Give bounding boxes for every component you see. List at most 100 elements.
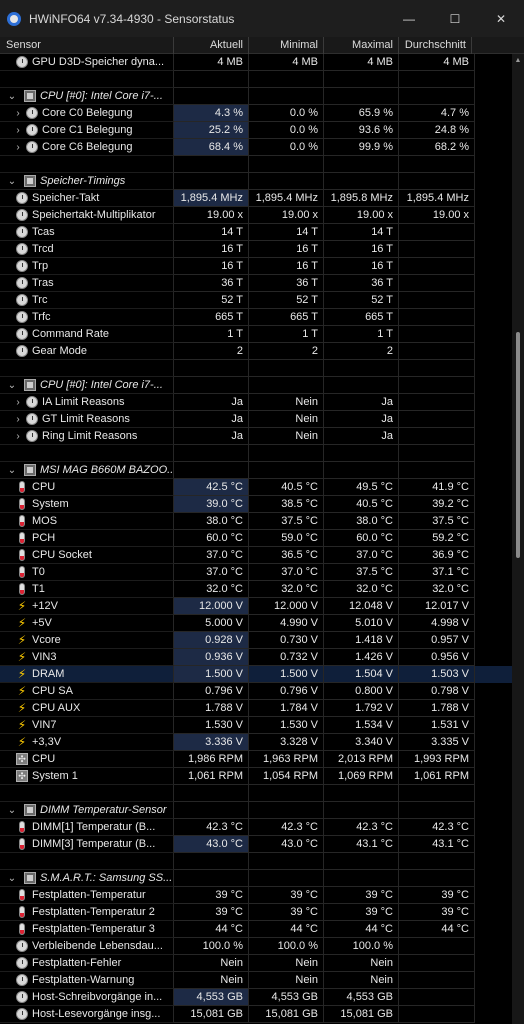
bolt-icon: ⚡ [17, 667, 27, 681]
sensor-row[interactable]: Speicher-Takt 1,895.4 MHz 1,895.4 MHz 1,895… [0, 190, 512, 207]
sensor-row[interactable]: ⚡ VIN7 1.530 V 1.530 V 1.534 V 1.531 V [0, 717, 512, 734]
sensor-row[interactable]: ⚡ Vcore 0.928 V 0.730 V 1.418 V 0.957 V [0, 632, 512, 649]
current-value: 0.796 V [174, 683, 249, 700]
sensor-label: Speicher-Takt [32, 192, 100, 204]
sensor-row[interactable]: DIMM[3] Temperatur (B... 43.0 °C 43.0 °C 43… [0, 836, 512, 853]
sensor-row[interactable]: Trc 52 T 52 T 52 T [0, 292, 512, 309]
scroll-thumb[interactable] [516, 332, 520, 558]
current-value: 665 T [174, 309, 249, 326]
sensor-row[interactable]: Tras 36 T 36 T 36 T [0, 275, 512, 292]
sensor-group-header[interactable]: ⌄ CPU [#0]: Intel Core i7-... [0, 377, 512, 394]
sensor-row[interactable]: MOS 38.0 °C 37.5 °C 38.0 °C 37.5 °C [0, 513, 512, 530]
sensor-row[interactable]: Host-Lesevorgänge insg... 15,081 GB 15,081… [0, 1006, 512, 1023]
current-value: 38.0 °C [174, 513, 249, 530]
column-header-maximum[interactable]: Maximal [324, 37, 399, 54]
minimum-value: 1.530 V [249, 717, 324, 734]
collapse-chevron-icon[interactable]: ⌄ [7, 872, 17, 884]
sensor-row[interactable]: › Ring Limit Reasons Ja Nein Ja [0, 428, 512, 445]
minimize-button[interactable]: — [403, 11, 415, 26]
sensor-row[interactable]: › Core C1 Belegung 25.2 % 0.0 % 93.6 % 24.8 % [0, 122, 512, 139]
current-value: 25.2 % [174, 122, 249, 139]
expand-chevron-icon[interactable]: › [16, 107, 20, 119]
sensor-row[interactable]: ⚡ +5V 5.000 V 4.990 V 5.010 V 4.998 V [0, 615, 512, 632]
sensor-row[interactable]: › IA Limit Reasons Ja Nein Ja [0, 394, 512, 411]
average-value: 42.3 °C [399, 819, 475, 836]
sensor-row[interactable]: Speichertakt-Multiplikator 19.00 x 19.00 x… [0, 207, 512, 224]
expand-chevron-icon[interactable]: › [16, 396, 20, 408]
sensor-row[interactable]: › Core C6 Belegung 68.4 % 0.0 % 99.9 % 68.2 % [0, 139, 512, 156]
sensor-group-header[interactable]: ⌄ CPU [#0]: Intel Core i7-... [0, 88, 512, 105]
sensor-row[interactable]: GPU D3D-Speicher dyna... 4 MB 4 MB 4 MB 4 MB [0, 54, 512, 71]
sensor-row[interactable]: ⚡ +3,3V 3.336 V 3.328 V 3.340 V 3.335 V [0, 734, 512, 751]
sensor-row[interactable]: ⚡ CPU AUX 1.788 V 1.784 V 1.792 V 1.788 V [0, 700, 512, 717]
sensor-row[interactable]: DIMM[1] Temperatur (B... 42.3 °C 42.3 °C 42… [0, 819, 512, 836]
thermometer-icon [19, 583, 25, 595]
sensor-row[interactable]: Festplatten-Warnung Nein Nein Nein [0, 972, 512, 989]
sensor-row[interactable]: Verbleibende Lebensdau... 100.0 % 100.0 % 1… [0, 938, 512, 955]
average-value: 43.1 °C [399, 836, 475, 853]
sensor-row[interactable]: Trp 16 T 16 T 16 T [0, 258, 512, 275]
sensor-row[interactable]: Trcd 16 T 16 T 16 T [0, 241, 512, 258]
column-header-average[interactable]: Durchschnitt [399, 37, 472, 54]
collapse-chevron-icon[interactable]: ⌄ [7, 804, 17, 816]
sensor-row[interactable]: System 39.0 °C 38.5 °C 40.5 °C 39.2 °C [0, 496, 512, 513]
sensor-row[interactable]: Tcas 14 T 14 T 14 T [0, 224, 512, 241]
vertical-scrollbar[interactable]: ▲ [512, 54, 524, 1024]
column-header-minimum[interactable]: Minimal [249, 37, 324, 54]
sensor-group-header[interactable]: ⌄ MSI MAG B660M BAZOO... [0, 462, 512, 479]
current-value: 4,553 GB [174, 989, 249, 1006]
close-button[interactable]: ✕ [495, 11, 507, 26]
sensor-row[interactable]: ✣ CPU 1,986 RPM 1,963 RPM 2,013 RPM 1,993 RPM [0, 751, 512, 768]
thermometer-icon [19, 566, 25, 578]
minimum-value: 32.0 °C [249, 581, 324, 598]
collapse-chevron-icon[interactable]: ⌄ [7, 464, 17, 476]
sensor-row[interactable]: › Core C0 Belegung 4.3 % 0.0 % 65.9 % 4.7 % [0, 105, 512, 122]
sensor-row[interactable]: ⚡ DRAM 1.500 V 1.500 V 1.504 V 1.503 V [0, 666, 512, 683]
expand-chevron-icon[interactable]: › [16, 124, 20, 136]
sensor-row[interactable]: › GT Limit Reasons Ja Nein Ja [0, 411, 512, 428]
bolt-icon: ⚡ [17, 718, 27, 732]
sensor-row[interactable]: CPU 42.5 °C 40.5 °C 49.5 °C 41.9 °C [0, 479, 512, 496]
sensor-label: Festplatten-Temperatur [32, 889, 146, 901]
collapse-chevron-icon[interactable]: ⌄ [7, 175, 17, 187]
sensor-label: Festplatten-Temperatur 2 [32, 906, 155, 918]
spacer-row [0, 445, 512, 462]
sensor-row[interactable]: Festplatten-Temperatur 3 44 °C 44 °C 44 °C 4… [0, 921, 512, 938]
sensor-row[interactable]: ⚡ CPU SA 0.796 V 0.796 V 0.800 V 0.798 V [0, 683, 512, 700]
sensor-row[interactable]: Festplatten-Temperatur 39 °C 39 °C 39 °C 39 … [0, 887, 512, 904]
minimum-value: 43.0 °C [249, 836, 324, 853]
expand-chevron-icon[interactable]: › [16, 430, 20, 442]
sensor-row[interactable]: ⚡ +12V 12.000 V 12.000 V 12.048 V 12.017 V [0, 598, 512, 615]
chip-icon [24, 872, 36, 884]
sensor-row[interactable]: ⚡ VIN3 0.936 V 0.732 V 1.426 V 0.956 V [0, 649, 512, 666]
column-header-sensor[interactable]: Sensor [0, 37, 174, 54]
scroll-up-arrow-icon[interactable]: ▲ [514, 57, 522, 64]
sensor-label: Festplatten-Warnung [32, 974, 135, 986]
sensor-group-header[interactable]: ⌄ Speicher-Timings [0, 173, 512, 190]
sensor-row[interactable]: Gear Mode 2 2 2 [0, 343, 512, 360]
expand-chevron-icon[interactable]: › [16, 413, 20, 425]
current-value: 32.0 °C [174, 581, 249, 598]
sensor-row[interactable]: PCH 60.0 °C 59.0 °C 60.0 °C 59.2 °C [0, 530, 512, 547]
sensor-row[interactable]: Host-Schreibvorgänge in... 4,553 GB 4,553 … [0, 989, 512, 1006]
sensor-row[interactable]: CPU Socket 37.0 °C 36.5 °C 37.0 °C 36.9 °C [0, 547, 512, 564]
maximize-button[interactable]: ☐ [449, 11, 461, 26]
sensor-row[interactable]: Festplatten-Temperatur 2 39 °C 39 °C 39 °C 3… [0, 904, 512, 921]
sensor-row[interactable]: T1 32.0 °C 32.0 °C 32.0 °C 32.0 °C [0, 581, 512, 598]
sensor-row[interactable]: ✣ System 1 1,061 RPM 1,054 RPM 1,069 RPM 1,06… [0, 768, 512, 785]
sensor-group-header[interactable]: ⌄ DIMM Temperatur-Sensor [0, 802, 512, 819]
sensor-label: DRAM [32, 668, 65, 680]
sensor-row[interactable]: Trfc 665 T 665 T 665 T [0, 309, 512, 326]
column-header-current[interactable]: Aktuell [174, 37, 249, 54]
expand-chevron-icon[interactable]: › [16, 141, 20, 153]
minimum-value: 38.5 °C [249, 496, 324, 513]
collapse-chevron-icon[interactable]: ⌄ [7, 90, 17, 102]
sensor-row[interactable]: Festplatten-Fehler Nein Nein Nein [0, 955, 512, 972]
clock-icon [16, 294, 28, 306]
clock-icon [26, 107, 38, 119]
average-value [399, 309, 475, 326]
sensor-row[interactable]: T0 37.0 °C 37.0 °C 37.5 °C 37.1 °C [0, 564, 512, 581]
sensor-group-header[interactable]: ⌄ S.M.A.R.T.: Samsung SS... [0, 870, 512, 887]
collapse-chevron-icon[interactable]: ⌄ [7, 379, 17, 391]
